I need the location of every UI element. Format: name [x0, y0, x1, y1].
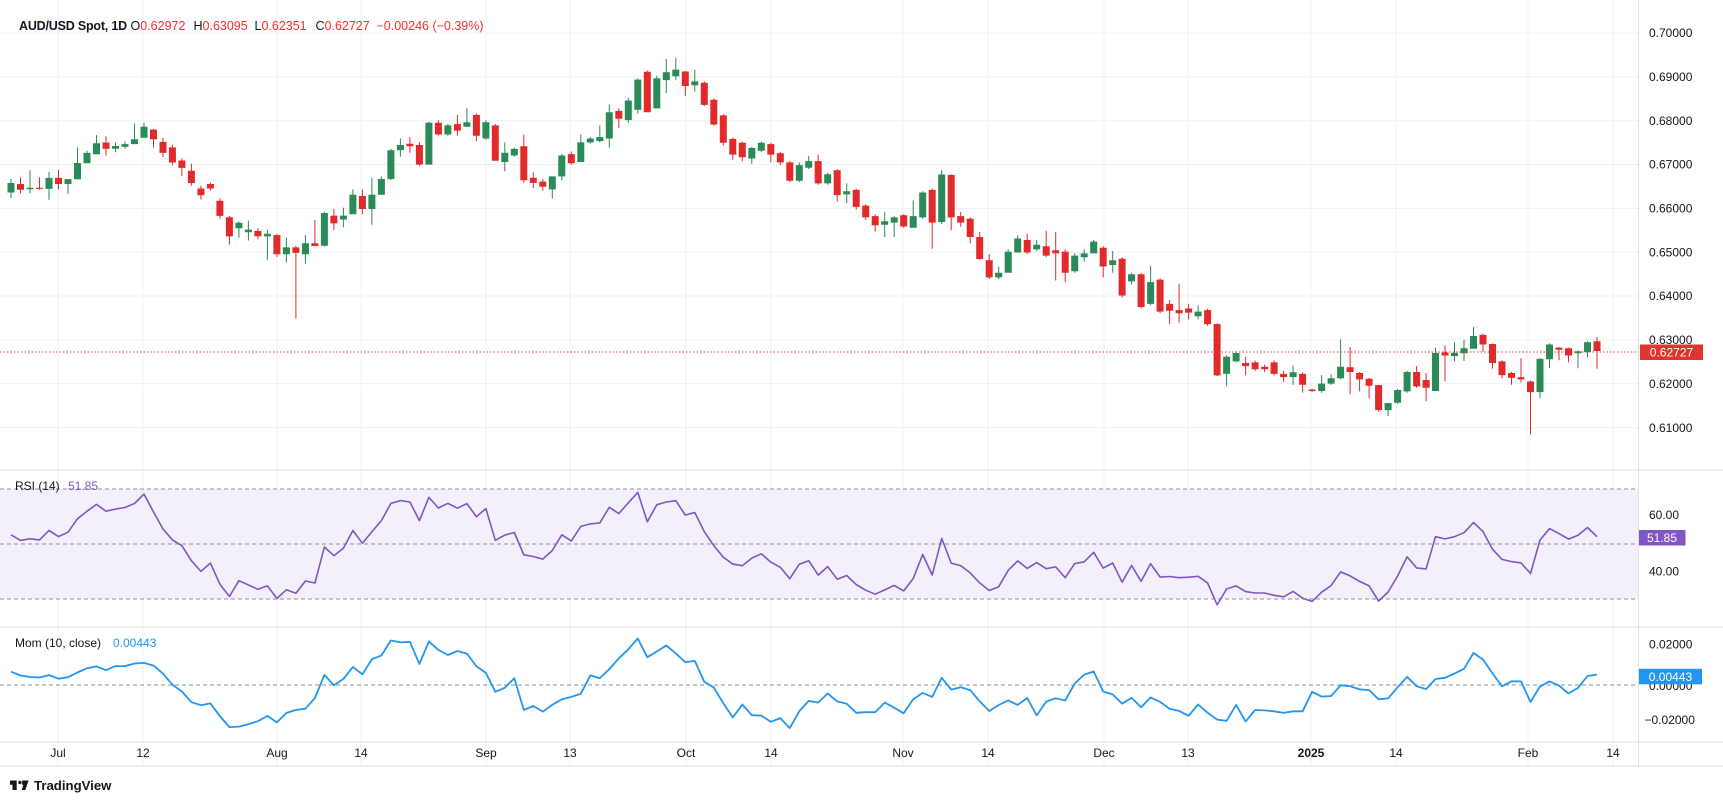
svg-text:14: 14 [354, 746, 368, 760]
svg-text:0.62000: 0.62000 [1649, 377, 1693, 391]
svg-text:Sep: Sep [475, 746, 497, 760]
svg-text:40.00: 40.00 [1649, 565, 1679, 579]
svg-text:0.65000: 0.65000 [1649, 245, 1693, 259]
svg-text:Oct: Oct [677, 746, 696, 760]
svg-text:0.62727: 0.62727 [1650, 346, 1694, 360]
svg-text:2025: 2025 [1298, 746, 1325, 760]
svg-text:0.68000: 0.68000 [1649, 114, 1693, 128]
svg-text:0.69000: 0.69000 [1649, 70, 1693, 84]
svg-text:H0.63095: H0.63095 [194, 19, 248, 33]
svg-text:L0.62351: L0.62351 [255, 19, 307, 33]
svg-text:0.64000: 0.64000 [1649, 289, 1693, 303]
svg-text:Feb: Feb [1518, 746, 1539, 760]
svg-text:13: 13 [563, 746, 577, 760]
svg-text:13: 13 [1181, 746, 1195, 760]
svg-text:C0.62727: C0.62727 [316, 19, 370, 33]
svg-text:60.00: 60.00 [1649, 508, 1679, 522]
svg-text:51.85: 51.85 [1647, 531, 1677, 545]
svg-text:Aug: Aug [266, 746, 287, 760]
svg-text:14: 14 [1606, 746, 1620, 760]
svg-text:O0.62972: O0.62972 [131, 19, 186, 33]
svg-text:Dec: Dec [1093, 746, 1114, 760]
svg-text:Mom (10, close): Mom (10, close) [15, 636, 101, 650]
svg-text:TradingView: TradingView [34, 778, 112, 793]
svg-text:0.02000: 0.02000 [1649, 638, 1693, 652]
svg-text:0.63000: 0.63000 [1649, 333, 1693, 347]
svg-text:0.00443: 0.00443 [1649, 670, 1693, 684]
svg-text:12: 12 [136, 746, 150, 760]
svg-text:RSI (14): RSI (14) [15, 479, 60, 493]
svg-text:0.70000: 0.70000 [1649, 26, 1693, 40]
svg-text:Jul: Jul [50, 746, 65, 760]
svg-text:0.67000: 0.67000 [1649, 158, 1693, 172]
svg-text:−0.00246 (−0.39%): −0.00246 (−0.39%) [377, 19, 484, 33]
svg-text:51.85: 51.85 [68, 479, 98, 493]
svg-text:14: 14 [1389, 746, 1403, 760]
svg-text:Nov: Nov [892, 746, 913, 760]
svg-text:14: 14 [764, 746, 778, 760]
svg-text:0.61000: 0.61000 [1649, 421, 1693, 435]
svg-text:14: 14 [981, 746, 995, 760]
svg-text:−0.02000: −0.02000 [1645, 713, 1696, 727]
svg-text:0.66000: 0.66000 [1649, 202, 1693, 216]
svg-text:AUD/USD Spot, 1D: AUD/USD Spot, 1D [19, 19, 127, 33]
svg-text:0.00443: 0.00443 [113, 636, 157, 650]
